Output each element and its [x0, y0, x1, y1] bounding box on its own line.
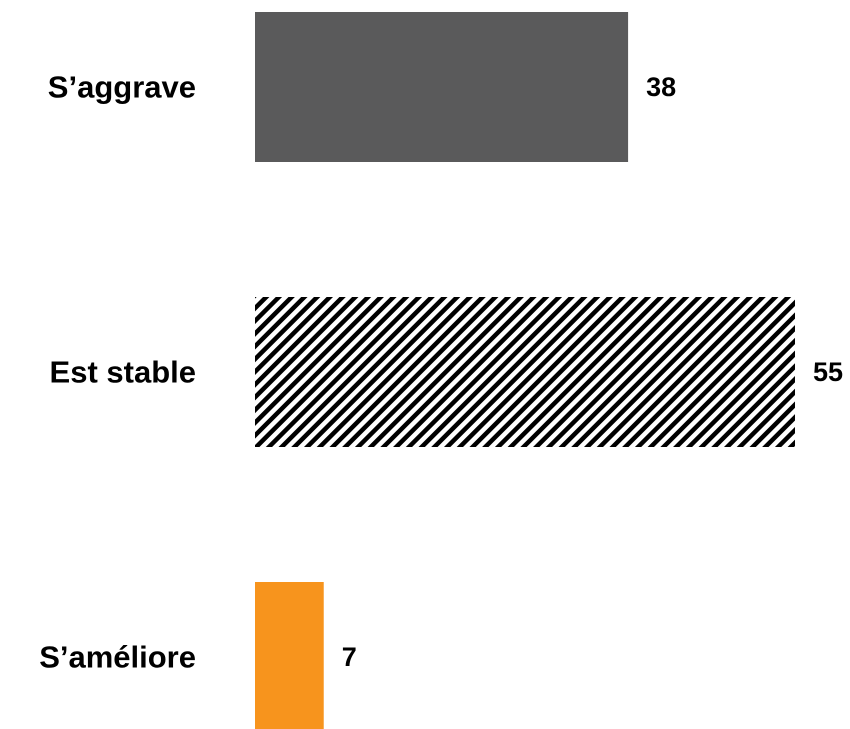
value-label-s-am-liore: 7 — [342, 642, 357, 672]
labels-layer: S’aggrave 38 Est stable 55 S’améliore 7 — [39, 70, 843, 675]
value-label-est-stable: 55 — [813, 357, 843, 387]
bar-s-am-liore — [255, 582, 324, 729]
value-label-s-aggrave: 38 — [646, 72, 676, 102]
bars-layer — [255, 12, 795, 729]
category-label-s-aggrave: S’aggrave — [48, 70, 196, 105]
bar-est-stable — [255, 297, 795, 447]
category-label-est-stable: Est stable — [50, 355, 196, 390]
bar-s-aggrave — [255, 12, 629, 162]
category-label-s-am-liore: S’améliore — [39, 640, 196, 675]
